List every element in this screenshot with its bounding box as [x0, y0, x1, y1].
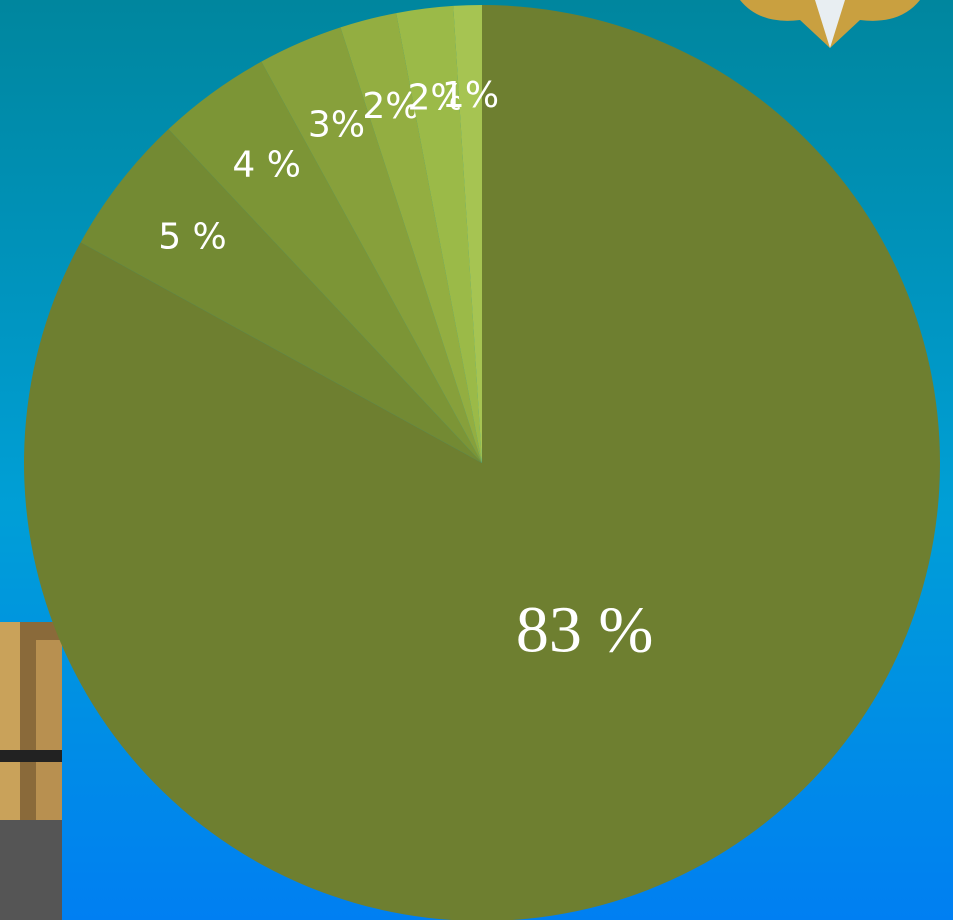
slide: 83 %5 %4 %3%2%2%1%	[0, 0, 953, 920]
pie: 83 %5 %4 %3%2%2%1%	[24, 5, 940, 920]
slice-label: 3%	[308, 105, 365, 146]
slice-label: 5 %	[158, 216, 227, 257]
photo-fragment	[0, 622, 62, 920]
slice-label: 83 %	[516, 594, 653, 667]
slice-label: 4 %	[232, 145, 301, 186]
slice-label: 1%	[442, 75, 499, 116]
